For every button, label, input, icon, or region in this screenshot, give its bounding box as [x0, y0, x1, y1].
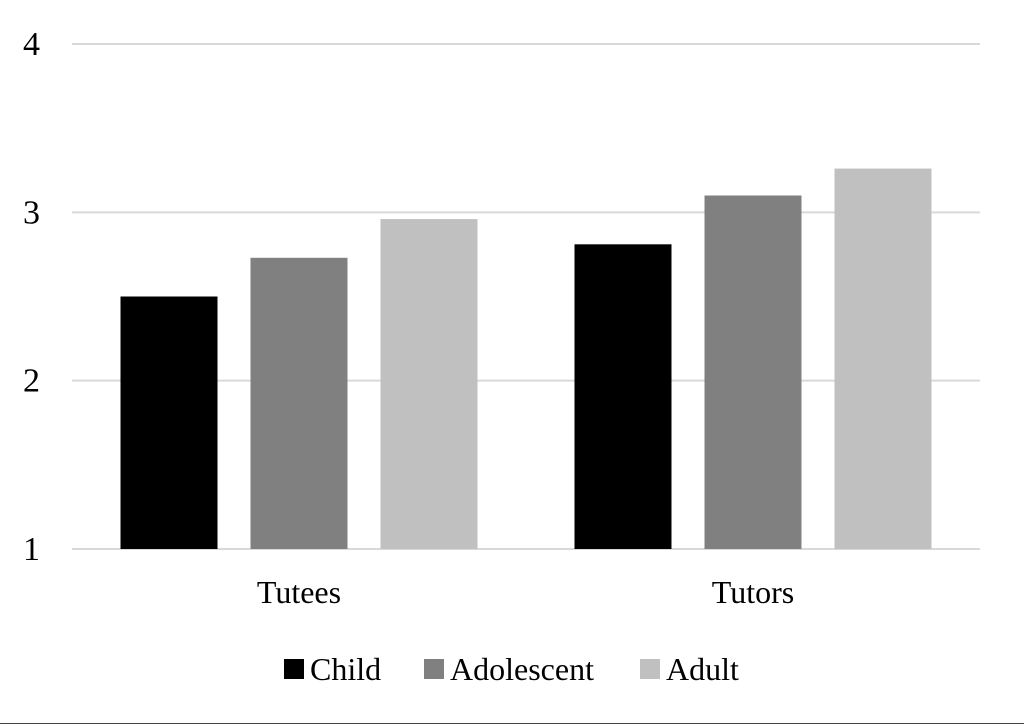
y-tick-label: 4 — [23, 26, 40, 63]
bottom-border — [0, 723, 1024, 724]
x-axis-categories: Tutees Tutors — [257, 574, 794, 610]
legend-swatch — [640, 659, 660, 679]
y-tick-label: 2 — [23, 363, 40, 400]
bar-adult-tutors — [834, 168, 932, 550]
x-category-label: Tutors — [712, 574, 794, 610]
legend-swatch — [424, 659, 444, 679]
legend-label: Adult — [666, 651, 739, 687]
legend-item-adolescent: Adolescent — [424, 651, 594, 687]
bars — [120, 168, 932, 550]
bar-adult-tutees — [380, 219, 478, 550]
bar-adolescent-tutees — [250, 257, 348, 549]
legend: Child Adolescent Adult — [284, 651, 739, 687]
y-axis-ticks: 1 2 3 4 — [23, 26, 40, 568]
y-tick-label: 1 — [23, 531, 40, 568]
legend-item-child: Child — [284, 651, 381, 687]
x-category-label: Tutees — [257, 574, 341, 610]
y-tick-label: 3 — [23, 194, 40, 231]
bar-child-tutors — [574, 244, 672, 550]
legend-label: Adolescent — [450, 651, 594, 687]
legend-label: Child — [310, 651, 381, 687]
legend-swatch — [284, 659, 304, 679]
bar-child-tutees — [120, 296, 218, 549]
bar-adolescent-tutors — [704, 195, 802, 549]
legend-item-adult: Adult — [640, 651, 739, 687]
gridlines — [72, 43, 980, 550]
